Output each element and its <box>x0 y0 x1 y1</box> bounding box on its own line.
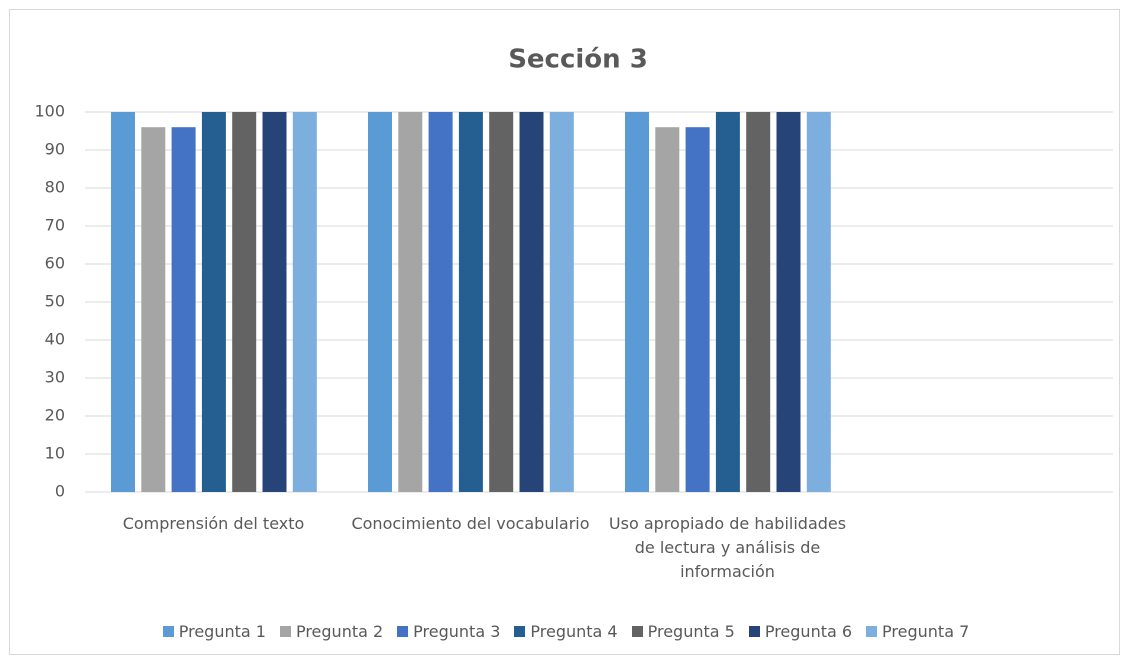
bar <box>458 112 483 492</box>
bar <box>232 112 257 492</box>
legend-label: Pregunta 7 <box>882 622 970 641</box>
bar <box>201 112 226 492</box>
bar <box>262 112 287 492</box>
legend-label: Pregunta 6 <box>764 622 853 641</box>
legend-label: Pregunta 3 <box>413 622 501 641</box>
y-tick-label: 70 <box>45 216 65 235</box>
legend-swatch <box>397 626 409 637</box>
legend-item: Pregunta 7 <box>866 622 969 641</box>
bar <box>549 112 574 492</box>
bar <box>368 112 392 492</box>
y-tick-label: 0 <box>55 482 65 501</box>
legend-swatch <box>162 626 174 637</box>
bar <box>398 112 423 492</box>
y-tick-label: 40 <box>45 330 65 349</box>
bar <box>715 112 740 492</box>
bar <box>776 112 801 492</box>
legend-label: Pregunta 1 <box>178 622 266 641</box>
y-tick-label: 60 <box>45 254 65 273</box>
chart-title: Sección 3 <box>508 45 648 75</box>
bar <box>428 112 453 492</box>
x-tick-label: Comprensión del texto <box>122 514 305 533</box>
chart-frame <box>9 9 1120 655</box>
bar <box>141 127 166 492</box>
bar <box>292 112 317 492</box>
bar <box>625 112 649 492</box>
bar <box>806 112 831 492</box>
legend-item: Pregunta 4 <box>514 622 618 641</box>
legend-item: Pregunta 5 <box>631 622 735 641</box>
legend-label: Pregunta 5 <box>647 622 735 641</box>
legend-label: Pregunta 2 <box>295 622 384 641</box>
legend-item: Pregunta 6 <box>748 622 853 641</box>
legend-item: Pregunta 2 <box>279 622 384 641</box>
legend-swatch <box>514 626 526 637</box>
x-tick-label: Conocimiento del vocabulario <box>351 514 590 533</box>
legend-swatch <box>748 626 760 637</box>
bar <box>519 112 544 492</box>
bar <box>685 127 710 492</box>
legend: Pregunta 1 Pregunta 2 Pregunta 3 Pregunta 4… <box>0 622 1132 641</box>
y-tick-label: 80 <box>45 178 65 197</box>
y-tick-label: 90 <box>45 140 65 159</box>
legend-swatch <box>866 626 878 637</box>
bar <box>489 112 514 492</box>
legend-swatch <box>279 626 291 637</box>
legend-label: Pregunta 4 <box>530 622 618 641</box>
x-tick-label: Uso apropiado de habilidades de lectura … <box>608 514 847 581</box>
bar <box>171 127 196 492</box>
y-tick-label: 100 <box>34 102 65 121</box>
legend-item: Pregunta 3 <box>397 622 500 641</box>
y-tick-label: 20 <box>45 406 65 425</box>
y-tick-label: 30 <box>45 368 65 387</box>
legend-item: Pregunta 1 <box>162 622 266 641</box>
bar <box>746 112 771 492</box>
bar <box>655 127 680 492</box>
y-tick-label: 50 <box>45 292 65 311</box>
legend-swatch <box>631 626 643 637</box>
y-tick-label: 10 <box>45 444 65 463</box>
bar <box>111 112 135 492</box>
